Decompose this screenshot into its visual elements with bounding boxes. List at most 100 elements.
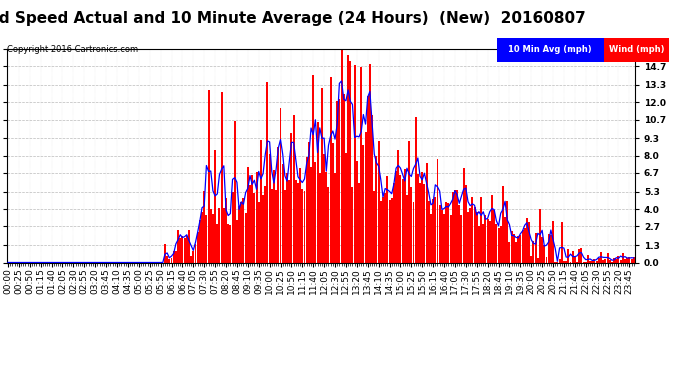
Bar [308,142,310,262]
Bar [177,230,179,262]
Bar [439,205,441,262]
Bar [229,225,231,262]
Bar [332,143,334,262]
Bar [537,258,539,262]
Bar [434,196,436,262]
Bar [620,260,622,262]
Bar [186,236,188,262]
Bar [225,198,227,262]
Bar [315,162,317,262]
Bar [360,67,362,262]
Bar [362,145,364,262]
Bar [166,256,168,262]
Bar [382,196,384,262]
Bar [535,232,537,262]
Bar [240,202,242,262]
Bar [282,164,284,262]
Bar [227,224,229,262]
Bar [367,96,368,262]
Bar [181,236,184,262]
Bar [264,186,266,262]
Bar [465,184,467,262]
Bar [552,221,554,262]
Bar [386,176,388,262]
Bar [530,256,532,262]
Bar [458,205,460,262]
Bar [408,141,410,262]
Bar [567,249,569,262]
Bar [509,242,511,262]
Bar [373,192,375,262]
Bar [475,212,477,262]
Bar [497,228,500,262]
Bar [452,192,454,262]
Bar [522,230,524,262]
Text: Copyright 2016 Cartronics.com: Copyright 2016 Cartronics.com [7,45,138,54]
Bar [631,259,633,262]
Bar [208,90,210,262]
Bar [426,164,428,262]
Bar [613,258,615,262]
Bar [275,190,277,262]
Bar [351,187,353,262]
Bar [279,108,282,262]
Bar [306,157,308,262]
Bar [480,196,482,262]
Bar [491,195,493,262]
Bar [445,202,447,262]
Bar [460,215,462,262]
Bar [164,244,166,262]
Bar [251,175,253,262]
Bar [290,133,293,262]
Bar [184,238,186,262]
Bar [506,201,509,262]
Bar [188,230,190,262]
Bar [513,234,515,262]
Bar [587,255,589,262]
Bar [489,220,491,262]
Bar [417,174,419,262]
Bar [216,224,218,262]
Bar [236,220,238,262]
Bar [473,207,475,262]
Bar [295,180,297,262]
Bar [199,220,201,262]
Bar [238,206,240,262]
Bar [262,195,264,262]
Bar [406,195,408,262]
Bar [338,99,340,262]
Bar [629,257,631,262]
Bar [563,261,565,262]
Bar [341,50,342,262]
Bar [393,183,395,262]
Bar [201,211,203,262]
Bar [170,258,172,262]
Bar [395,171,397,262]
Text: 10 Min Avg (mph): 10 Min Avg (mph) [509,45,592,54]
Bar [622,253,624,262]
Bar [591,261,593,262]
Bar [520,236,522,262]
Bar [565,261,567,262]
Bar [528,222,530,262]
Bar [550,236,552,262]
Text: Wind Speed Actual and 10 Minute Average (24 Hours)  (New)  20160807: Wind Speed Actual and 10 Minute Average … [0,11,586,26]
Bar [384,193,386,262]
Bar [175,251,177,262]
Bar [443,214,445,262]
Bar [334,173,336,262]
Bar [358,183,360,262]
Bar [593,259,595,262]
Bar [343,94,345,262]
Bar [380,201,382,262]
Bar [618,256,620,262]
Bar [432,199,434,262]
Bar [447,203,449,262]
Bar [277,147,279,262]
Bar [467,212,469,262]
Bar [450,215,451,262]
Bar [253,194,255,262]
Bar [471,197,473,262]
Bar [515,242,517,262]
Bar [223,208,225,262]
